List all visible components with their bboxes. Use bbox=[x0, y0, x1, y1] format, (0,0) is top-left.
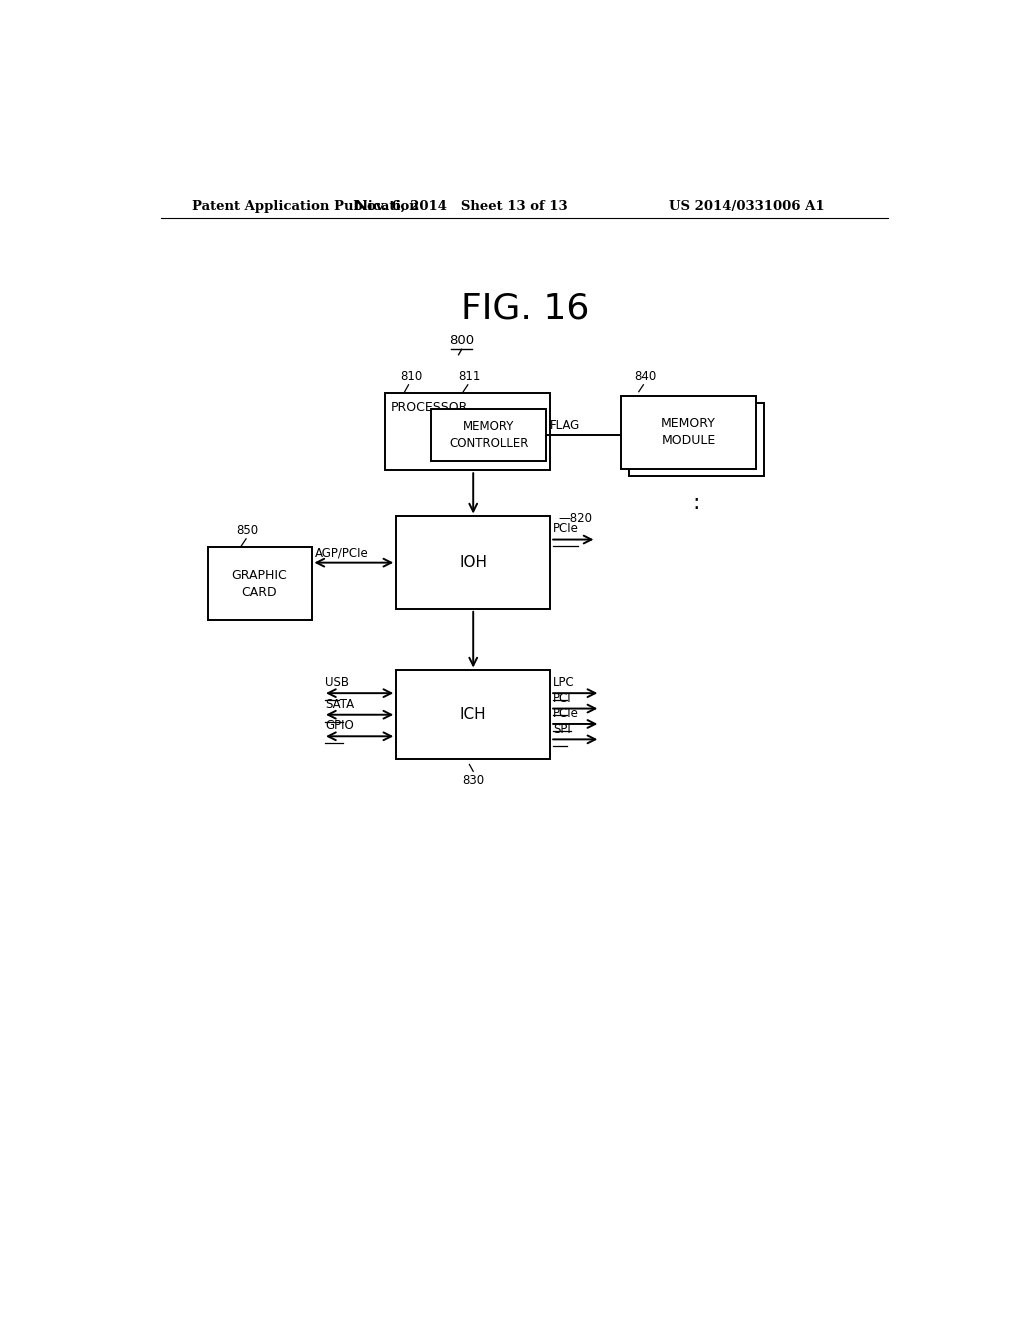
Bar bbox=[396, 671, 550, 759]
Text: GPIO: GPIO bbox=[326, 719, 354, 733]
Bar bbox=[385, 393, 550, 470]
Text: Nov. 6, 2014   Sheet 13 of 13: Nov. 6, 2014 Sheet 13 of 13 bbox=[355, 199, 568, 213]
Text: US 2014/0331006 A1: US 2014/0331006 A1 bbox=[669, 199, 824, 213]
Text: :: : bbox=[692, 494, 699, 513]
Text: IOH: IOH bbox=[459, 556, 487, 570]
Text: USB: USB bbox=[326, 676, 349, 689]
Text: 810: 810 bbox=[400, 370, 423, 383]
Bar bbox=[431, 409, 547, 461]
Text: PROCESSOR: PROCESSOR bbox=[391, 400, 468, 413]
Text: 811: 811 bbox=[458, 370, 480, 383]
Bar bbox=[621, 396, 756, 469]
Text: PCIe: PCIe bbox=[553, 708, 580, 721]
Text: FLAG: FLAG bbox=[550, 418, 580, 432]
Text: PCI: PCI bbox=[553, 692, 572, 705]
Text: GRAPHIC
CARD: GRAPHIC CARD bbox=[231, 569, 288, 599]
Text: FIG. 16: FIG. 16 bbox=[461, 292, 589, 326]
Text: SATA: SATA bbox=[326, 698, 354, 711]
Text: 840: 840 bbox=[634, 370, 656, 383]
Text: 800: 800 bbox=[450, 334, 474, 347]
Text: ICH: ICH bbox=[460, 708, 486, 722]
Text: —820: —820 bbox=[559, 512, 593, 525]
Text: Patent Application Publication: Patent Application Publication bbox=[193, 199, 419, 213]
Text: LPC: LPC bbox=[553, 676, 575, 689]
Text: AGP/PCIe: AGP/PCIe bbox=[314, 546, 369, 560]
Bar bbox=[208, 548, 311, 620]
Text: MEMORY
CONTROLLER: MEMORY CONTROLLER bbox=[449, 420, 528, 450]
Text: PCIe: PCIe bbox=[553, 521, 580, 535]
Bar bbox=[629, 404, 764, 477]
Text: 830: 830 bbox=[462, 775, 484, 788]
Text: 850: 850 bbox=[237, 524, 259, 537]
Text: SPI: SPI bbox=[553, 722, 571, 735]
Text: MEMORY
MODULE: MEMORY MODULE bbox=[660, 417, 716, 447]
Bar bbox=[396, 516, 550, 609]
